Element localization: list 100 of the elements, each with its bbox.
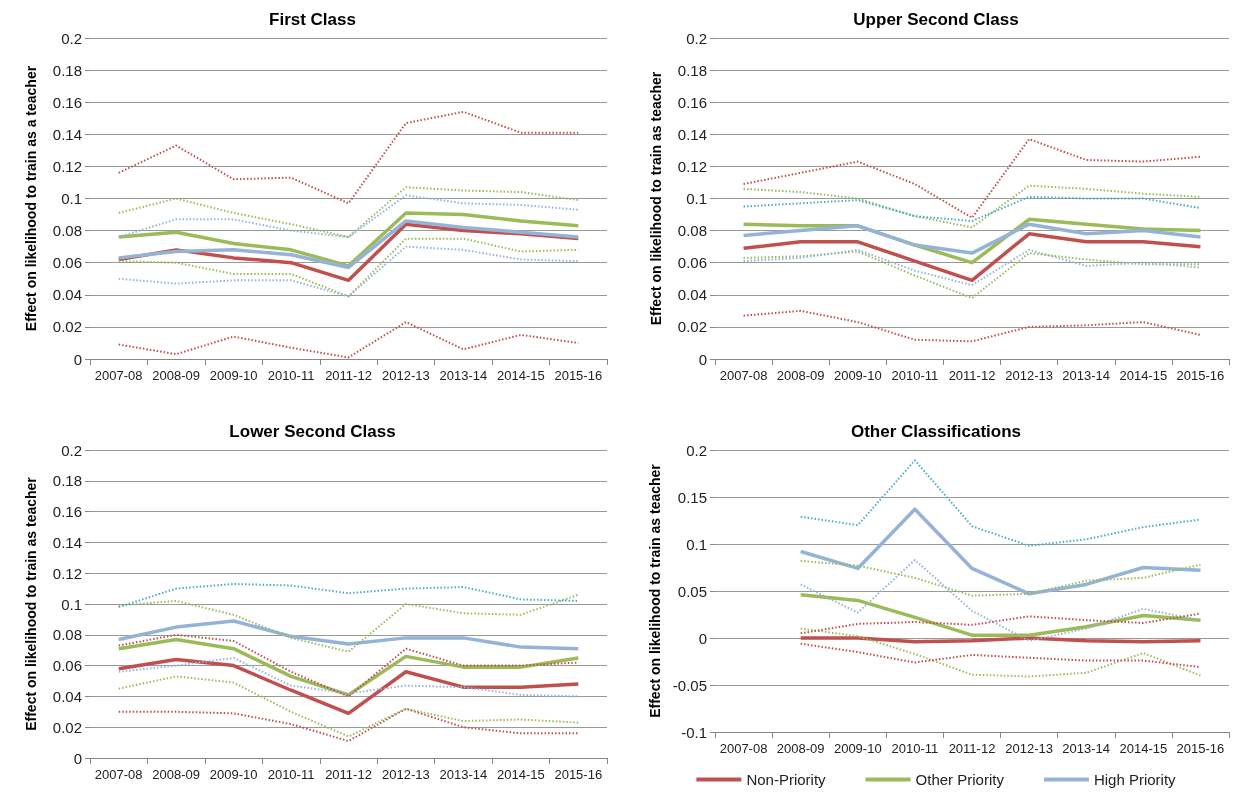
line-series — [117, 186, 580, 239]
x-tick-label: 2011-12 — [948, 741, 996, 756]
x-tick-label: 2015-16 — [1176, 741, 1225, 756]
y-tick-label: 0.12 — [52, 564, 82, 582]
line-series — [742, 309, 1202, 343]
line-series — [798, 507, 1203, 596]
y-tick-label: 0.08 — [52, 626, 82, 644]
x-tick-label: 2011-12 — [325, 368, 372, 383]
y-tick-label: 0.2 — [61, 29, 82, 47]
line-series — [116, 657, 581, 716]
y-tick-label: 0.08 — [52, 222, 82, 240]
x-tick-label: 2012-13 — [1005, 368, 1053, 383]
x-tick-label: 2013-14 — [1062, 741, 1111, 756]
x-tick-label: 2015-16 — [554, 767, 603, 782]
x-tick-label: 2014-15 — [496, 767, 545, 782]
line-series — [742, 138, 1202, 219]
line-series — [117, 593, 580, 653]
line-series — [799, 559, 1202, 597]
y-tick-label: 0.16 — [677, 93, 707, 111]
y-tick-label: 0.1 — [686, 535, 707, 553]
legend-label: Non-Priority — [746, 771, 827, 788]
line-series — [742, 195, 1202, 222]
y-axis-title: Effect on likelihood to train as teacher — [646, 463, 663, 718]
x-tick-label: 2012-13 — [382, 368, 430, 383]
legend-label: High Priority — [1093, 771, 1177, 788]
x-tick-label: 2007-08 — [94, 767, 143, 782]
line-series — [116, 219, 581, 270]
line-series — [798, 593, 1203, 637]
y-tick-label: 0 — [698, 350, 707, 368]
y-tick-label: 0.18 — [52, 472, 82, 490]
y-tick-label: 0.12 — [677, 157, 707, 175]
x-tick-label: 2008-09 — [776, 368, 825, 383]
line-series — [117, 110, 580, 205]
x-tick-label: 2013-14 — [439, 368, 488, 383]
x-tick-label: 2007-08 — [94, 368, 143, 383]
y-tick-label: 0.04 — [52, 687, 82, 705]
y-tick-label: 0.2 — [686, 441, 707, 459]
line-series — [117, 707, 580, 743]
y-tick-label: 0.14 — [52, 125, 82, 143]
line-series — [117, 675, 580, 738]
y-tick-label: 0.16 — [52, 93, 82, 111]
line-series — [799, 642, 1202, 669]
line-series — [742, 184, 1202, 229]
y-tick-label: 0.18 — [52, 61, 82, 79]
line-series — [799, 558, 1202, 642]
y-tick-label: 0.2 — [61, 441, 82, 459]
y-tick-label: 0.18 — [677, 61, 707, 79]
x-tick-label: 2015-16 — [554, 368, 603, 383]
y-tick-label: -0.05 — [672, 676, 707, 694]
y-tick-label: 0.04 — [677, 286, 707, 304]
line-series — [742, 250, 1202, 300]
line-series — [799, 459, 1202, 547]
y-axis-title: Effect on likelihood to train as a teacher — [23, 65, 39, 332]
y-tick-label: 0.16 — [52, 503, 82, 521]
x-tick-label: 2007-08 — [719, 741, 768, 756]
line-series — [741, 232, 1203, 283]
line-series — [742, 248, 1202, 287]
line-series — [116, 211, 581, 268]
x-tick-label: 2009-10 — [209, 368, 258, 383]
x-tick-label: 2012-13 — [382, 767, 430, 782]
x-tick-label: 2009-10 — [833, 368, 882, 383]
line-series — [741, 222, 1203, 255]
y-axis-title: Effect on likelihood to train as teacher — [648, 71, 664, 326]
line-series — [117, 194, 580, 239]
y-tick-label: -0.1 — [681, 723, 707, 741]
chart-title: Upper Second Class — [853, 10, 1019, 29]
x-tick-label: 2009-10 — [833, 741, 882, 756]
y-tick-label: 0.2 — [686, 29, 707, 47]
y-tick-label: 0.1 — [61, 595, 82, 613]
y-tick-label: 0 — [73, 350, 82, 368]
x-tick-label: 2010-11 — [891, 741, 939, 756]
legend-label: Other Priority — [915, 771, 1005, 788]
x-tick-label: 2011-12 — [325, 767, 372, 782]
y-tick-label: 0.02 — [52, 318, 82, 336]
x-tick-label: 2014-15 — [496, 368, 545, 383]
x-tick-label: 2007-08 — [719, 368, 768, 383]
x-tick-label: 2015-16 — [1176, 368, 1225, 383]
x-tick-label: 2010-11 — [267, 368, 315, 383]
y-tick-label: 0.02 — [677, 318, 707, 336]
chart-title: First Class — [269, 10, 356, 29]
chart-title: Other Classifications — [850, 422, 1022, 441]
y-tick-label: 0.08 — [677, 222, 707, 240]
line-series — [117, 582, 580, 609]
y-tick-label: 0 — [698, 629, 707, 647]
x-tick-label: 2009-10 — [209, 767, 258, 782]
y-tick-label: 0.15 — [677, 488, 707, 506]
x-tick-label: 2008-09 — [152, 767, 201, 782]
x-tick-label: 2013-14 — [1062, 368, 1111, 383]
y-tick-label: 0.06 — [52, 254, 82, 272]
chart-title: Lower Second Class — [229, 422, 396, 441]
y-tick-label: 0 — [73, 749, 82, 767]
line-series — [799, 627, 1202, 678]
x-tick-label: 2011-12 — [948, 368, 996, 383]
y-tick-label: 0.04 — [52, 286, 82, 304]
y-axis-title: Effect on likelihood to train as teacher — [23, 476, 39, 731]
x-tick-label: 2010-11 — [891, 368, 939, 383]
x-tick-label: 2010-11 — [267, 767, 315, 782]
x-tick-label: 2008-09 — [152, 368, 201, 383]
x-tick-label: 2008-09 — [776, 741, 825, 756]
y-tick-label: 0.02 — [52, 718, 82, 736]
